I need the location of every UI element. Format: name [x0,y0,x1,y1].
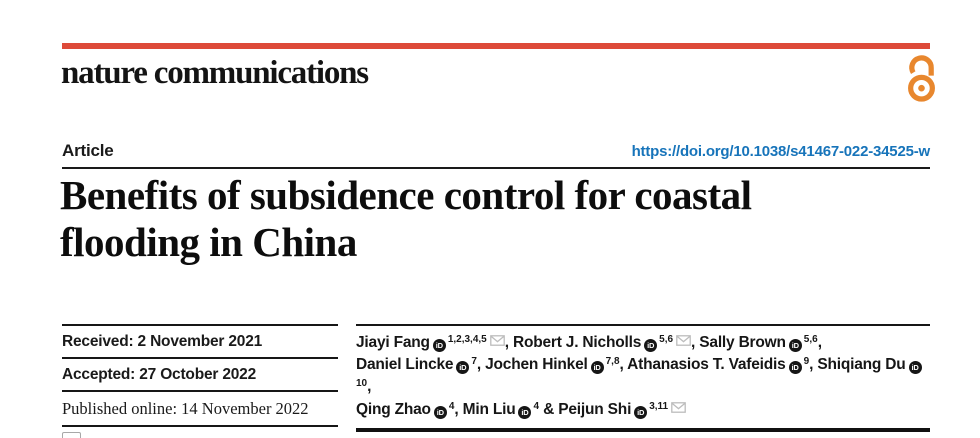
email-icon[interactable] [671,400,686,417]
author-name: Shiqiang Du [817,356,906,373]
affiliation-superscript: 5,6 [803,334,818,345]
orcid-icon[interactable]: iD [788,361,802,374]
orcid-icon[interactable]: iD [908,361,922,374]
affiliation-superscript: 7 [471,356,477,367]
author-name: Jochen Hinkel [485,356,588,373]
article-history: Received: 2 November 2021 Accepted: 27 O… [62,324,338,427]
author-name: Robert J. Nicholls [512,334,642,351]
abstract-top-rule [356,428,930,432]
orcid-icon[interactable]: iD [590,361,604,374]
orcid-icon[interactable]: iD [432,339,446,352]
orcid-icon[interactable]: iD [634,406,648,419]
orcid-icon[interactable]: iD [433,406,447,419]
orcid-icon[interactable]: iD [518,406,532,419]
page-title: Benefits of subsidence control for coast… [60,172,960,266]
author-name: Qing Zhao [356,401,431,418]
received-date: Received: 2 November 2021 [62,326,338,359]
author-list: Jiayi Fang iD1,2,3,4,5, Robert J. Nicholl… [356,324,930,421]
email-icon[interactable] [489,333,505,350]
article-type-label: Article [62,141,114,160]
affiliation-superscript: 7,8 [605,356,620,367]
affiliation-superscript: 4 [448,401,455,412]
accepted-date: Accepted: 27 October 2022 [62,359,338,392]
journal-logo: nature communications [61,55,369,91]
doi-link[interactable]: https://doi.org/10.1038/s41467-022-34525… [631,143,931,160]
title-line-1: Benefits of subsidence control for coast… [60,172,752,218]
author-name: Min Liu [462,401,516,418]
orcid-icon[interactable]: iD [788,339,802,352]
title-line-2: flooding in China [60,219,357,265]
affiliation-superscript: 10 [356,378,368,389]
orcid-icon[interactable]: iD [456,361,470,374]
author-name: Peijun Shi [558,401,632,418]
affiliation-superscript: 9 [803,356,810,367]
masthead-rule [62,43,930,49]
header-divider [62,167,930,169]
author-name: Sally Brown [699,334,786,351]
affiliation-superscript: 1,2,3,4,5 [447,334,487,345]
open-access-icon [906,53,937,108]
author-name: Athanasios T. Vafeidis [627,356,786,373]
affiliation-superscript: 3,11 [649,401,669,412]
author-name: Daniel Lincke [356,356,454,373]
affiliation-superscript: 4 [533,401,540,412]
orcid-icon[interactable]: iD [644,339,658,352]
author-name: Jiayi Fang [356,334,430,351]
email-icon[interactable] [676,333,691,350]
published-online-date: Published online: 14 November 2022 [62,392,338,427]
check-for-updates-badge[interactable] [62,432,81,438]
affiliation-superscript: 5,6 [659,334,674,345]
